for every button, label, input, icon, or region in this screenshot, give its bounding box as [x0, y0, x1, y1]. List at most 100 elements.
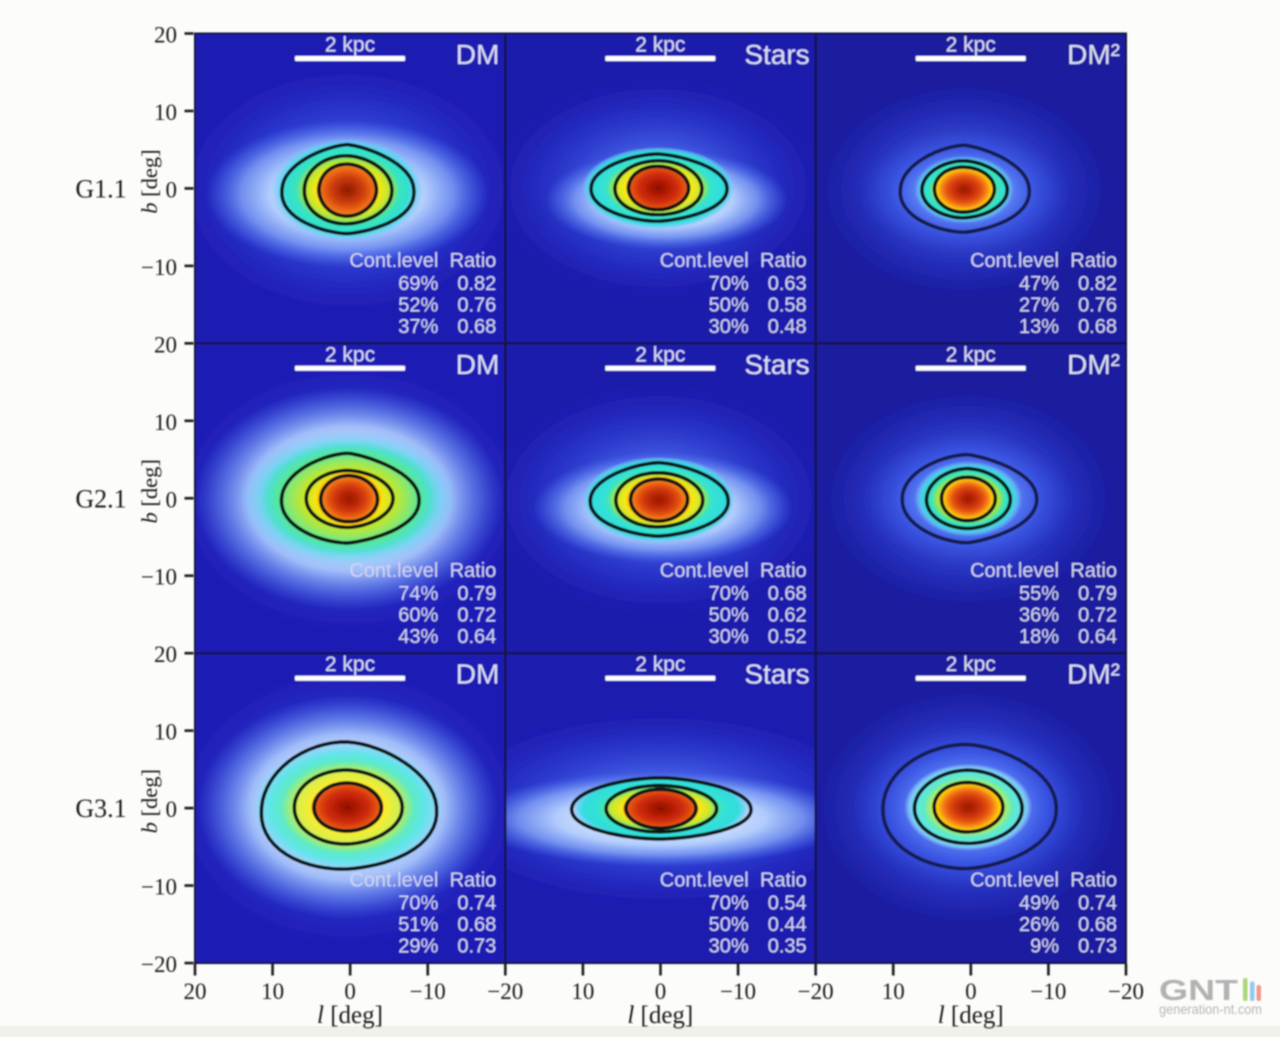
svg-text:60%: 60% [398, 604, 438, 626]
svg-text:DM: DM [456, 39, 500, 70]
svg-text:2 kpc: 2 kpc [946, 34, 996, 57]
svg-text:0.76: 0.76 [1078, 295, 1117, 317]
svg-text:0.44: 0.44 [768, 914, 807, 936]
svg-text:Ratio: Ratio [1070, 250, 1117, 272]
svg-text:20: 20 [184, 979, 207, 1004]
svg-text:Cont.level: Cont.level [660, 560, 749, 582]
svg-text:0.63: 0.63 [768, 273, 807, 295]
svg-text:30%: 30% [709, 936, 749, 958]
svg-text:0.52: 0.52 [768, 626, 807, 648]
svg-text:0.68: 0.68 [457, 914, 496, 936]
svg-text:52%: 52% [398, 295, 438, 317]
svg-text:30%: 30% [709, 626, 749, 648]
svg-text:Cont.level: Cont.level [970, 250, 1059, 272]
svg-text:Cont.level: Cont.level [349, 870, 438, 892]
svg-text:Stars: Stars [744, 349, 809, 380]
svg-text:0.68: 0.68 [1078, 316, 1117, 338]
svg-text:b [deg]: b [deg] [137, 769, 162, 833]
svg-text:l [deg]: l [deg] [627, 1002, 693, 1029]
svg-text:−10: −10 [720, 979, 756, 1004]
svg-text:0.68: 0.68 [1078, 914, 1117, 936]
svg-text:Ratio: Ratio [760, 870, 807, 892]
svg-text:DM: DM [456, 659, 500, 690]
svg-text:0.58: 0.58 [768, 295, 807, 317]
svg-text:0.68: 0.68 [768, 583, 807, 605]
svg-text:70%: 70% [709, 273, 749, 295]
svg-text:18%: 18% [1019, 626, 1059, 648]
svg-text:9%: 9% [1030, 936, 1059, 958]
svg-text:Cont.level: Cont.level [349, 250, 438, 272]
svg-text:0.74: 0.74 [457, 893, 496, 915]
svg-text:−10: −10 [1030, 979, 1066, 1004]
svg-text:2 kpc: 2 kpc [946, 653, 996, 676]
svg-text:27%: 27% [1019, 295, 1059, 317]
svg-text:−10: −10 [141, 875, 177, 900]
svg-text:30%: 30% [709, 316, 749, 338]
svg-text:43%: 43% [398, 626, 438, 648]
svg-text:Cont.level: Cont.level [970, 560, 1059, 582]
svg-text:2 kpc: 2 kpc [635, 34, 685, 57]
svg-text:0.73: 0.73 [1078, 936, 1117, 958]
svg-text:50%: 50% [709, 914, 749, 936]
svg-text:Ratio: Ratio [450, 560, 497, 582]
svg-text:−10: −10 [141, 565, 177, 590]
svg-text:0.82: 0.82 [1078, 273, 1117, 295]
svg-text:10: 10 [154, 410, 177, 435]
svg-text:51%: 51% [398, 914, 438, 936]
svg-text:−20: −20 [141, 952, 177, 977]
svg-text:Cont.level: Cont.level [349, 560, 438, 582]
svg-text:2 kpc: 2 kpc [635, 343, 685, 366]
svg-text:69%: 69% [398, 273, 438, 295]
svg-text:−10: −10 [410, 979, 446, 1004]
svg-text:49%: 49% [1019, 893, 1059, 915]
svg-text:10: 10 [882, 979, 905, 1004]
svg-text:47%: 47% [1019, 273, 1059, 295]
svg-text:−20: −20 [798, 979, 834, 1004]
svg-text:29%: 29% [398, 936, 438, 958]
svg-text:0: 0 [965, 979, 977, 1004]
svg-text:Ratio: Ratio [1070, 870, 1117, 892]
svg-text:74%: 74% [398, 583, 438, 605]
svg-text:0.54: 0.54 [768, 893, 807, 915]
svg-text:0.74: 0.74 [1078, 893, 1117, 915]
svg-text:20: 20 [154, 23, 177, 48]
svg-text:2 kpc: 2 kpc [325, 653, 375, 676]
svg-text:0.48: 0.48 [768, 316, 807, 338]
svg-text:0.72: 0.72 [1078, 604, 1117, 626]
svg-text:G3.1: G3.1 [75, 794, 126, 823]
svg-text:13%: 13% [1019, 316, 1059, 338]
svg-text:Ratio: Ratio [760, 560, 807, 582]
svg-text:26%: 26% [1019, 914, 1059, 936]
svg-text:70%: 70% [709, 893, 749, 915]
svg-text:0: 0 [344, 979, 356, 1004]
svg-text:0.72: 0.72 [457, 604, 496, 626]
svg-text:generation-nt.com: generation-nt.com [1159, 1001, 1262, 1017]
svg-text:0: 0 [166, 177, 178, 202]
svg-text:10: 10 [261, 979, 284, 1004]
svg-text:Ratio: Ratio [450, 870, 497, 892]
svg-text:10: 10 [154, 720, 177, 745]
svg-text:0.62: 0.62 [768, 604, 807, 626]
svg-text:DM²: DM² [1067, 39, 1120, 70]
svg-text:0.64: 0.64 [1078, 626, 1117, 648]
svg-text:0.73: 0.73 [457, 936, 496, 958]
svg-text:0.35: 0.35 [768, 936, 807, 958]
svg-text:0.76: 0.76 [457, 295, 496, 317]
svg-text:b [deg]: b [deg] [137, 459, 162, 523]
svg-text:−20: −20 [1108, 979, 1144, 1004]
svg-text:GNT: GNT [1159, 975, 1238, 1007]
svg-text:36%: 36% [1019, 604, 1059, 626]
svg-text:Cont.level: Cont.level [660, 870, 749, 892]
svg-text:50%: 50% [709, 295, 749, 317]
svg-text:G2.1: G2.1 [75, 484, 126, 513]
svg-text:l [deg]: l [deg] [317, 1002, 383, 1029]
svg-text:0.68: 0.68 [457, 316, 496, 338]
svg-text:50%: 50% [709, 604, 749, 626]
svg-text:Ratio: Ratio [760, 250, 807, 272]
svg-text:70%: 70% [709, 583, 749, 605]
svg-text:l [deg]: l [deg] [938, 1002, 1004, 1029]
svg-text:10: 10 [571, 979, 594, 1004]
svg-text:−20: −20 [487, 979, 523, 1004]
svg-text:20: 20 [154, 642, 177, 667]
svg-text:Cont.level: Cont.level [660, 250, 749, 272]
